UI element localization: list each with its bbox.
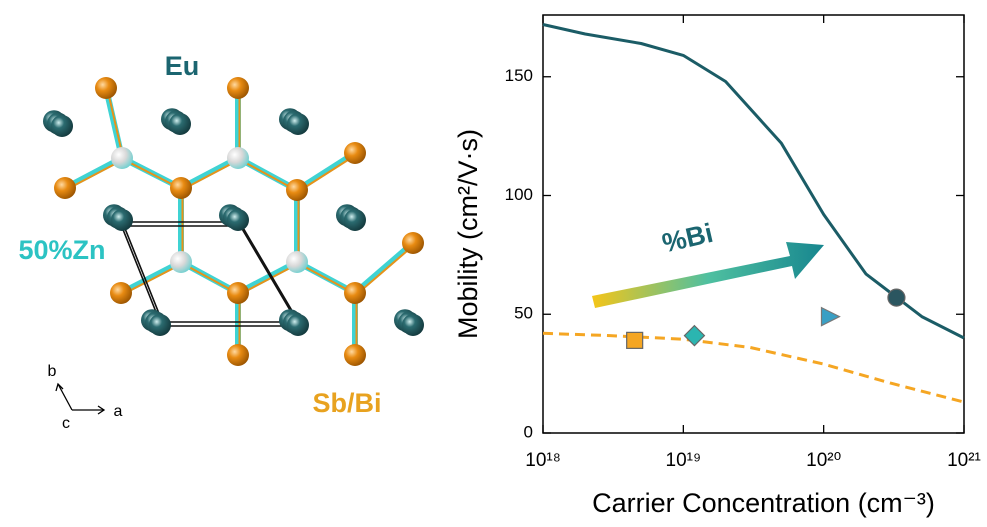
sb-atom xyxy=(344,344,366,366)
sb-atom xyxy=(344,282,366,304)
a-label: a xyxy=(114,403,123,420)
eu-atom xyxy=(111,209,133,231)
eu-label: Eu xyxy=(165,51,200,81)
annotation: %Bi xyxy=(659,218,715,259)
c-label: c xyxy=(62,415,70,432)
zn-label: 50%Zn xyxy=(18,235,105,265)
x-axis-title: Carrier Concentration (cm⁻³) xyxy=(592,488,935,518)
eu-atom xyxy=(402,314,424,336)
plot-frame xyxy=(543,15,964,433)
bond-core xyxy=(357,245,415,295)
zn-atom xyxy=(111,147,133,169)
sb-atom xyxy=(227,282,249,304)
sb-label: Sb/Bi xyxy=(312,388,381,418)
x-tick-label: 10¹⁹ xyxy=(666,450,702,471)
x-tick-label: 10²¹ xyxy=(947,450,981,471)
point xyxy=(888,289,905,306)
chart: 0 50 100 150 10¹⁸ 10¹⁹ 10²⁰ 10²¹ Carrier Concent… xyxy=(453,15,981,518)
sb-atom xyxy=(170,177,192,199)
y-tick-label: 50 xyxy=(514,304,533,323)
figure: Eu 50%Zn Sb/Bi b c a 0 50 100 150 10¹⁸ 10¹⁹ 10… xyxy=(0,0,987,527)
crystal-structure xyxy=(43,77,424,366)
eu-atom xyxy=(344,209,366,231)
y-axis-title: Mobility (cm²/V·s) xyxy=(453,129,483,339)
b-label: b xyxy=(48,363,57,380)
sb-atom xyxy=(344,142,366,164)
x-tick-label: 10²⁰ xyxy=(806,450,841,471)
bi-arrow xyxy=(592,242,824,308)
x-tick-label: 10¹⁸ xyxy=(525,450,560,471)
b-arrow xyxy=(58,384,72,410)
line xyxy=(543,333,964,402)
sb-atom xyxy=(95,77,117,99)
axis-triad xyxy=(56,384,104,414)
sb-atom xyxy=(402,232,424,254)
sb-atom xyxy=(227,344,249,366)
eu-atom xyxy=(287,113,309,135)
unit-cell xyxy=(120,222,297,322)
sb-atom xyxy=(227,77,249,99)
y-tick-label: 100 xyxy=(505,185,533,204)
y-tick-label: 150 xyxy=(505,66,533,85)
zn-atom xyxy=(170,251,192,273)
eu-atom xyxy=(169,113,191,135)
zn-atom xyxy=(286,251,308,273)
point xyxy=(684,326,704,346)
zn-atom xyxy=(227,147,249,169)
eu-atom xyxy=(149,314,171,336)
eu-atom xyxy=(287,314,309,336)
sb-atom xyxy=(54,177,76,199)
eu-atom xyxy=(227,209,249,231)
sb-atom xyxy=(110,282,132,304)
point xyxy=(627,332,643,348)
eu-atom xyxy=(51,115,73,137)
point xyxy=(821,308,839,326)
bond xyxy=(355,243,413,293)
sb-atom xyxy=(286,179,308,201)
y-tick-label: 0 xyxy=(524,422,533,441)
